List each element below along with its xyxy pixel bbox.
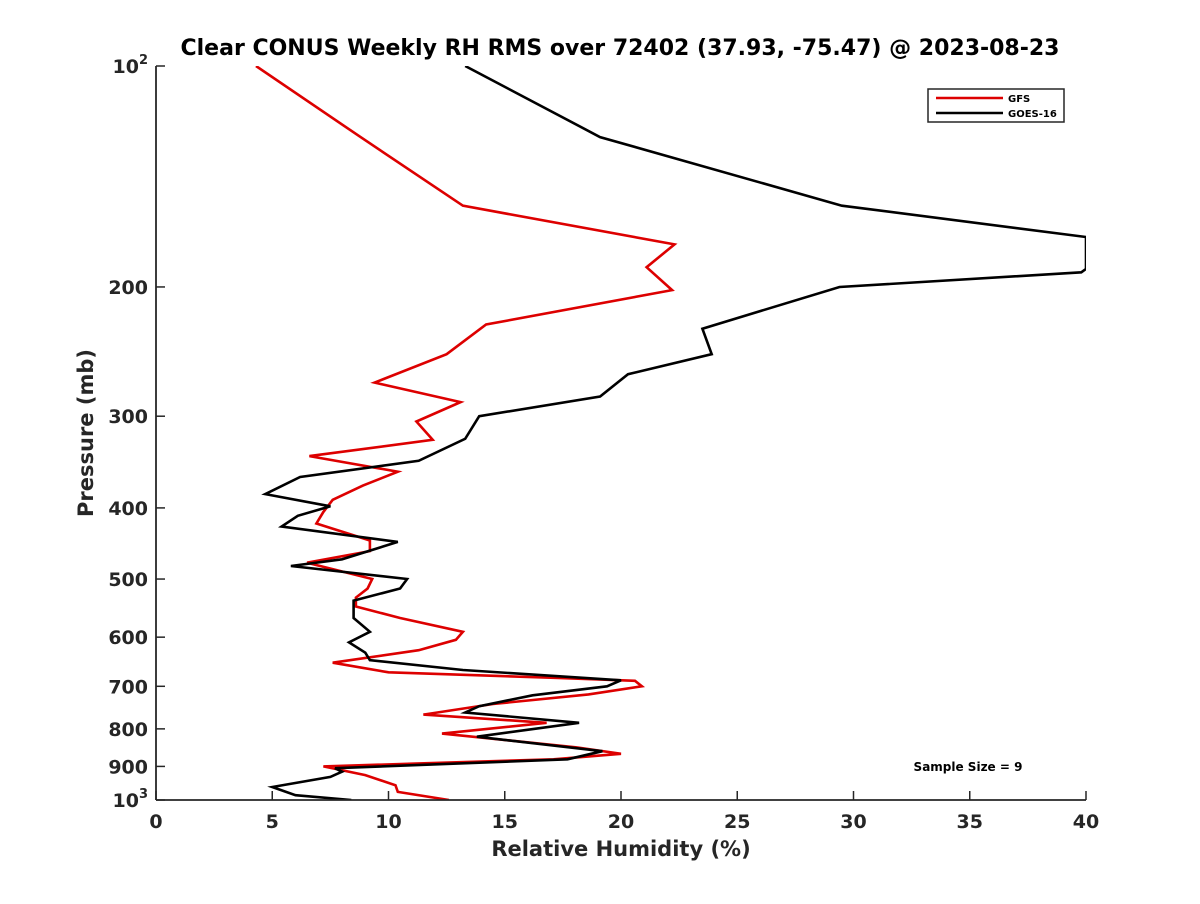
y-axis-label: Pressure (mb) <box>74 349 98 517</box>
x-axis-ticks: 0 5 10 15 20 25 30 35 40 <box>149 791 1099 833</box>
x-axis-label: Relative Humidity (%) <box>491 837 750 861</box>
x-tick-label: 35 <box>957 811 983 833</box>
x-tick-label: 15 <box>492 811 518 833</box>
x-tick-label: 30 <box>840 811 866 833</box>
series-lines <box>255 66 1086 800</box>
y-tick-label: 900 <box>108 756 148 778</box>
sample-size-annotation: Sample Size = 9 <box>914 760 1023 774</box>
x-tick-label: 25 <box>724 811 750 833</box>
legend: GFS GOES-16 <box>927 88 1065 123</box>
y-tick-label: 300 <box>108 406 148 428</box>
y-tick-label: 800 <box>108 719 148 741</box>
y-axis-ticks: 102 200 300 400 500 600 700 800 900 103 <box>108 53 165 812</box>
x-tick-label: 10 <box>375 811 401 833</box>
y-tick-label: 700 <box>108 676 148 698</box>
y-tick-label: 600 <box>108 627 148 649</box>
x-tick-label: 0 <box>149 811 162 833</box>
x-tick-label: 20 <box>608 811 634 833</box>
series-line-goes-16 <box>261 66 1086 800</box>
y-tick-label: 400 <box>108 498 148 520</box>
y-tick-label: 200 <box>108 277 148 299</box>
x-tick-label: 5 <box>266 811 279 833</box>
y-tick-label: 500 <box>108 569 148 591</box>
y-tick-label: 103 <box>113 787 149 812</box>
legend-label-gfs: GFS <box>1008 94 1030 105</box>
legend-box <box>927 88 1065 123</box>
axes <box>155 66 1086 801</box>
y-tick-label: 102 <box>113 53 149 78</box>
x-tick-label: 40 <box>1073 811 1099 833</box>
chart-title: Clear CONUS Weekly RH RMS over 72402 (37… <box>181 36 1060 61</box>
series-line-gfs <box>255 66 678 800</box>
legend-label-goes-16: GOES-16 <box>1008 109 1057 120</box>
